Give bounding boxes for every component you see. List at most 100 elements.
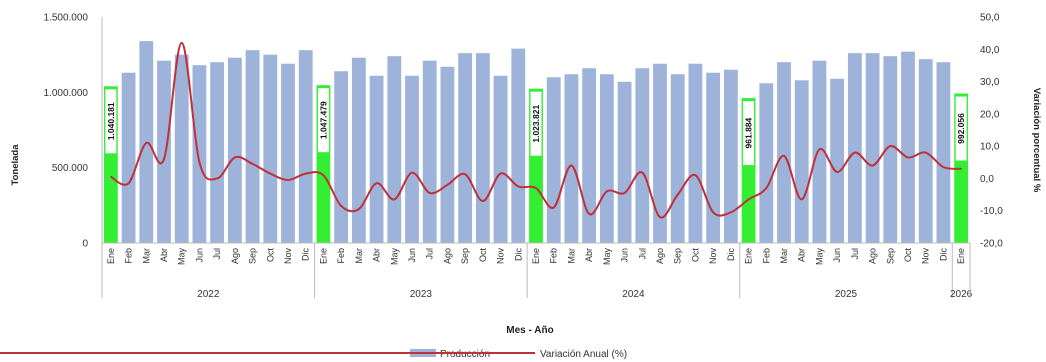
bar xyxy=(121,72,136,243)
line-point xyxy=(464,173,466,176)
x-tick-month: Sep xyxy=(248,248,258,264)
bar xyxy=(440,66,455,243)
bar xyxy=(493,75,508,243)
bar xyxy=(635,68,650,243)
line-point xyxy=(641,171,644,174)
bar xyxy=(564,74,579,243)
bar xyxy=(281,63,295,244)
bar xyxy=(263,54,278,243)
line-point xyxy=(818,148,821,151)
x-tick-year: 2024 xyxy=(622,289,645,300)
bar xyxy=(653,63,667,244)
x-tick-month: Oct xyxy=(478,248,488,263)
x-tick-month: May xyxy=(389,248,399,266)
bar xyxy=(157,60,171,243)
x-tick-month: Feb xyxy=(336,248,346,264)
bar xyxy=(387,56,402,243)
bar xyxy=(706,72,721,243)
bar xyxy=(174,54,189,243)
line-point xyxy=(428,192,431,194)
bar xyxy=(511,48,526,243)
x-tick-month: Jul xyxy=(850,248,860,260)
x-tick-month: Dic xyxy=(513,248,523,261)
x-tick-month: Mar xyxy=(566,248,576,264)
line-point xyxy=(570,164,573,167)
bar xyxy=(210,62,225,244)
bar xyxy=(865,53,880,243)
line-point xyxy=(960,167,962,170)
x-tick-month: Ene xyxy=(318,248,328,264)
data-label: 961.884 xyxy=(744,117,754,148)
y-axis-title-right: Variación porcentual % xyxy=(1031,88,1042,193)
data-label-bg xyxy=(105,89,117,154)
x-tick-month: May xyxy=(814,248,824,266)
bar xyxy=(918,59,933,243)
data-label-bg xyxy=(743,101,755,166)
x-tick-month: Mar xyxy=(779,248,789,264)
line-point xyxy=(251,163,254,165)
x-tick-month: Abr xyxy=(159,248,169,262)
x-tick-month: Jul xyxy=(637,248,647,260)
bar xyxy=(812,60,827,243)
line-point xyxy=(145,142,148,144)
x-tick-month: Feb xyxy=(124,248,134,264)
line-point xyxy=(411,171,413,174)
x-tick-month: Feb xyxy=(549,248,559,264)
line-point xyxy=(800,198,803,201)
bar xyxy=(422,60,437,243)
bar xyxy=(546,77,561,244)
y-axis-left: 1.500.000 1.000.000 500.000 0 xyxy=(44,13,103,250)
line-point xyxy=(269,172,272,175)
y-tick-right: -20,0 xyxy=(980,239,1003,250)
line-point xyxy=(446,184,449,186)
bar xyxy=(245,50,260,244)
bar xyxy=(883,56,898,243)
line-point xyxy=(854,151,856,154)
x-tick-month: Nov xyxy=(708,248,718,265)
bar xyxy=(723,69,738,243)
x-tick-month: Mar xyxy=(354,248,364,264)
line-point xyxy=(712,211,714,214)
x-tick-month: Ene xyxy=(531,248,541,264)
line-path xyxy=(110,41,962,219)
line-point xyxy=(694,174,697,176)
x-tick-month: Sep xyxy=(885,248,895,264)
x-tick-month: Sep xyxy=(673,248,683,264)
x-tick-month: Ene xyxy=(744,248,754,264)
bar xyxy=(901,51,915,244)
bar xyxy=(369,75,384,243)
x-tick-month: Ago xyxy=(868,248,878,264)
bar xyxy=(759,83,774,243)
data-label-bg xyxy=(317,88,329,153)
x-tick-month: Ene xyxy=(956,248,966,264)
line-point xyxy=(588,213,590,215)
x-tick-month: Jul xyxy=(425,248,435,260)
x-tick-month: Dic xyxy=(726,248,736,261)
line-point xyxy=(110,176,112,178)
x-tick-year: 2022 xyxy=(197,289,220,300)
line-point xyxy=(358,208,360,210)
line-point xyxy=(127,182,130,185)
line-point xyxy=(287,179,289,181)
legend: Producción Variación Anual (%) xyxy=(0,349,627,360)
line-point xyxy=(659,216,661,218)
line-point xyxy=(836,171,838,173)
x-tick-month: Jun xyxy=(194,248,204,263)
bar xyxy=(688,63,703,244)
line-point xyxy=(765,187,768,189)
line-point xyxy=(216,177,218,180)
line-annual-variation xyxy=(110,41,962,219)
x-tick-month: Oct xyxy=(265,248,275,263)
bar xyxy=(617,81,632,243)
bar xyxy=(192,65,207,244)
line-point xyxy=(623,192,626,194)
x-tick-month: Nov xyxy=(283,248,293,265)
bar xyxy=(582,68,597,243)
data-label: 1.023.821 xyxy=(531,105,541,143)
x-tick-month: Oct xyxy=(903,248,913,263)
bar xyxy=(227,57,242,244)
line-point xyxy=(871,164,874,167)
line-point xyxy=(942,166,945,168)
x-tick-month: Feb xyxy=(761,248,771,264)
